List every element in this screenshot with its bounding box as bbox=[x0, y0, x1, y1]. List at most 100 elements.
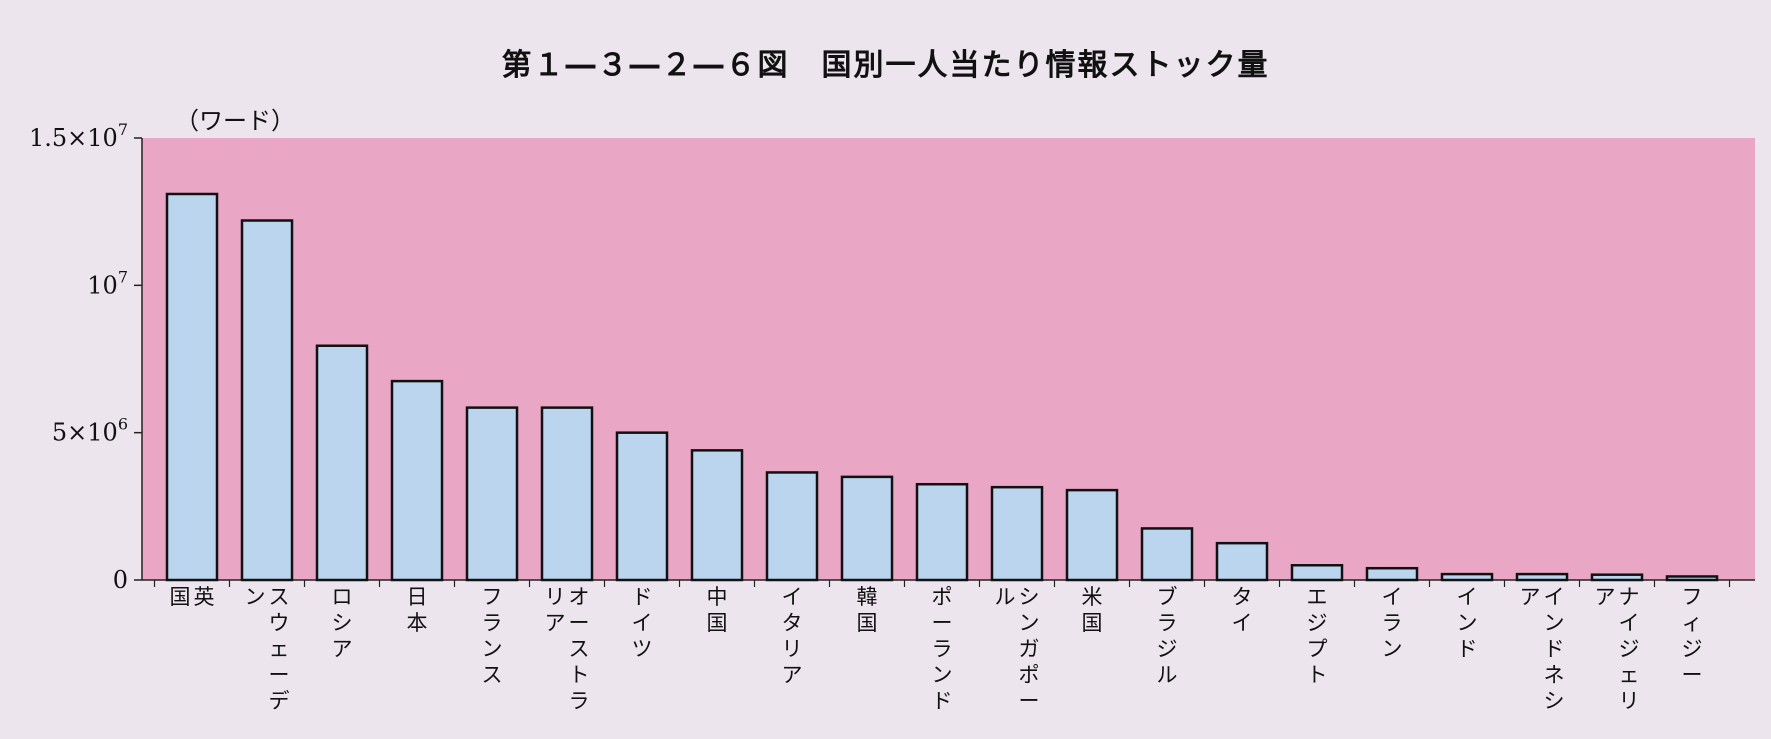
x-category-char: ン bbox=[1457, 611, 1478, 635]
x-category-char: ル bbox=[1157, 663, 1178, 687]
bar-ロシア bbox=[315, 344, 369, 582]
bar-日本 bbox=[390, 379, 444, 582]
x-category-char: シ bbox=[1019, 585, 1040, 609]
x-category-char: 国 bbox=[707, 611, 728, 635]
x-category-char: ド bbox=[1544, 637, 1565, 661]
x-category-char: 国 bbox=[170, 585, 191, 609]
x-category-label: 韓国 bbox=[857, 585, 878, 635]
x-category-char: ー bbox=[569, 611, 590, 635]
x-category-char: 韓 bbox=[857, 585, 878, 609]
x-category-char: ド bbox=[1457, 637, 1478, 661]
x-category-char: イ bbox=[632, 611, 653, 635]
x-category-char: ー bbox=[1019, 689, 1040, 713]
bar-英国 bbox=[165, 192, 219, 582]
x-category-char: イ bbox=[1457, 585, 1478, 609]
x-category-char: ポ bbox=[1019, 663, 1040, 687]
x-category-char: イ bbox=[1382, 585, 1403, 609]
bar-エジプト bbox=[1290, 564, 1344, 582]
x-category-char: ナ bbox=[1619, 585, 1640, 609]
x-category-char: ツ bbox=[632, 637, 653, 661]
x-category-char: ー bbox=[269, 663, 290, 687]
bar-中国 bbox=[690, 449, 744, 582]
x-category-char: ロ bbox=[332, 585, 353, 609]
bar-スウェーデン bbox=[240, 219, 294, 582]
x-category-char: ア bbox=[332, 637, 353, 661]
x-category-char: ー bbox=[932, 611, 953, 635]
x-category-char: イ bbox=[782, 585, 803, 609]
x-category-char: ン bbox=[1382, 637, 1403, 661]
x-category-char: ー bbox=[1682, 663, 1703, 687]
x-category-char: ン bbox=[482, 637, 503, 661]
bar-イタリア bbox=[765, 471, 819, 582]
x-category-char: ス bbox=[569, 637, 590, 661]
bar-ナイジェリア bbox=[1590, 573, 1644, 582]
bar-フランス bbox=[465, 406, 519, 582]
x-category-char: リ bbox=[545, 585, 566, 609]
x-category-char: ジ bbox=[1307, 611, 1328, 635]
x-category-char: ポ bbox=[932, 585, 953, 609]
x-category-char: イ bbox=[1619, 611, 1640, 635]
x-category-char: ア bbox=[1595, 585, 1616, 609]
x-category-char: オ bbox=[569, 585, 590, 609]
x-category-char: 本 bbox=[407, 611, 428, 635]
x-category-char: 英 bbox=[194, 585, 215, 609]
x-category-label: イラン bbox=[1382, 585, 1403, 661]
y-axis-unit-label: （ワード） bbox=[175, 107, 295, 135]
bar-米国 bbox=[1065, 488, 1119, 582]
y-tick-label: 5×106 bbox=[52, 415, 128, 447]
x-category-char: ド bbox=[632, 585, 653, 609]
x-category-char: ア bbox=[1520, 585, 1541, 609]
x-category-char: ト bbox=[1307, 663, 1328, 687]
x-category-char: ガ bbox=[1019, 637, 1040, 661]
x-category-char: ン bbox=[932, 663, 953, 687]
x-category-char: タ bbox=[782, 611, 803, 635]
x-category-char: リ bbox=[1619, 689, 1640, 713]
x-category-char: 国 bbox=[1082, 611, 1103, 635]
bar-フィジー bbox=[1665, 575, 1719, 582]
x-category-char: イ bbox=[1232, 611, 1253, 635]
x-category-char: ド bbox=[932, 689, 953, 713]
bar-インド bbox=[1440, 572, 1494, 582]
x-category-label: ロシア bbox=[332, 585, 353, 661]
x-category-char: デ bbox=[269, 689, 290, 713]
x-category-char: プ bbox=[1307, 637, 1328, 661]
bar-タイ bbox=[1215, 541, 1269, 582]
x-category-char: ス bbox=[269, 585, 290, 609]
x-category-label: ドイツ bbox=[632, 585, 653, 661]
x-category-char: ィ bbox=[1682, 611, 1703, 635]
bar-ブラジル bbox=[1140, 527, 1194, 582]
bar-韓国 bbox=[840, 475, 894, 582]
x-category-char: ラ bbox=[1382, 611, 1403, 635]
x-category-char: ェ bbox=[1619, 663, 1640, 687]
x-category-label: インド bbox=[1457, 585, 1478, 661]
x-category-char: ア bbox=[545, 611, 566, 635]
x-category-label: 米国 bbox=[1082, 585, 1103, 635]
bar-オーストラリア bbox=[540, 406, 594, 582]
x-category-char: ラ bbox=[932, 637, 953, 661]
y-tick-label: 0 bbox=[113, 566, 128, 594]
x-category-label: 日本 bbox=[407, 585, 428, 635]
x-category-char: ン bbox=[1019, 611, 1040, 635]
bar-イラン bbox=[1365, 566, 1419, 582]
x-category-char: ア bbox=[782, 663, 803, 687]
x-category-char: タ bbox=[1232, 585, 1253, 609]
x-category-char: エ bbox=[1307, 585, 1328, 609]
x-category-char: ジ bbox=[1157, 637, 1178, 661]
x-category-char: シ bbox=[332, 611, 353, 635]
y-tick-label: 107 bbox=[87, 267, 128, 299]
bar-ポーランド bbox=[915, 482, 969, 582]
x-category-char: ブ bbox=[1157, 585, 1178, 609]
x-category-char: フ bbox=[1682, 585, 1703, 609]
x-category-char: ル bbox=[995, 585, 1016, 609]
bar-インドネシア bbox=[1515, 572, 1569, 582]
x-category-char: 日 bbox=[407, 585, 428, 609]
x-category-char: ジ bbox=[1619, 637, 1640, 661]
